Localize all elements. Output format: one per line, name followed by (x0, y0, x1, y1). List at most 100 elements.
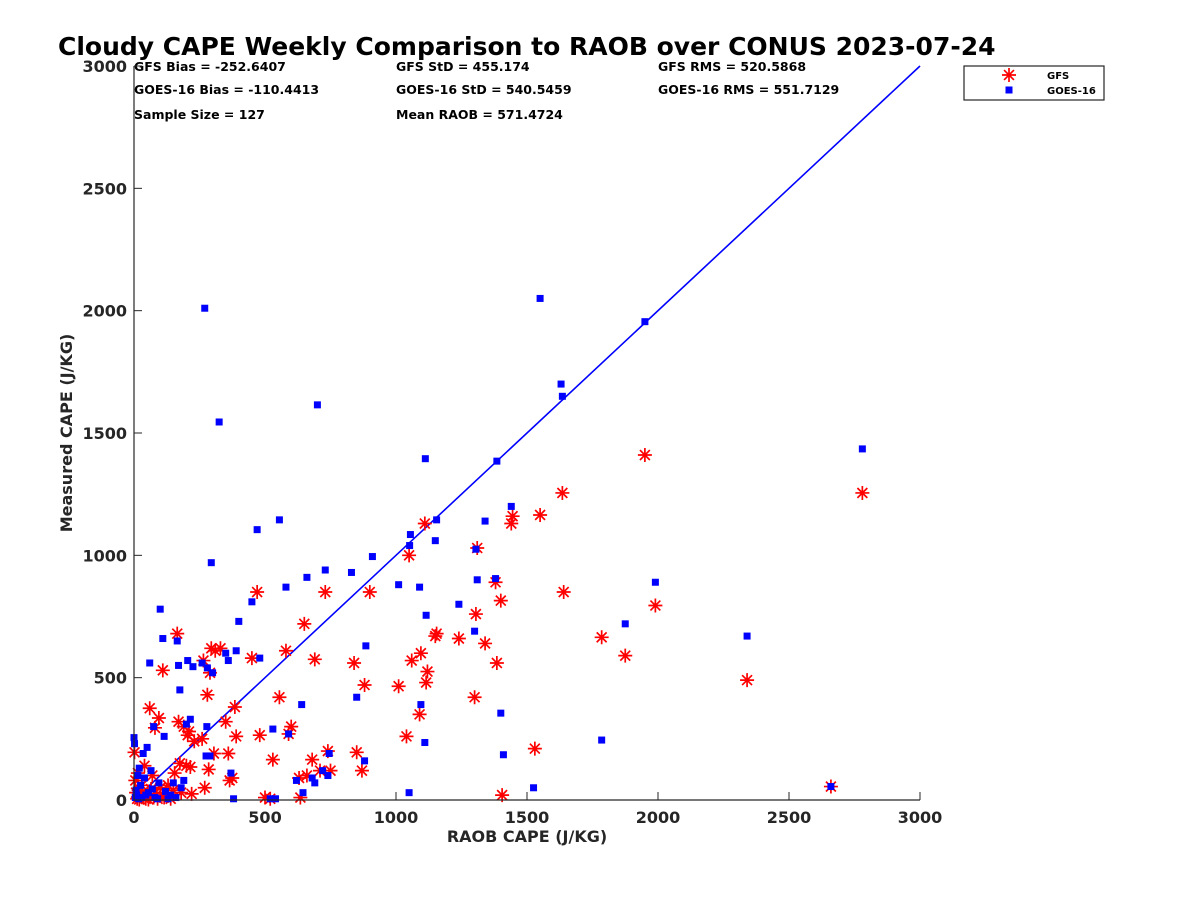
goes16-point (227, 769, 235, 777)
gfs-point (413, 646, 428, 661)
gfs-point (174, 785, 189, 800)
goes16-point (651, 578, 659, 586)
goes16-point (253, 526, 261, 534)
gfs-point (252, 728, 267, 743)
series-gfs (127, 448, 870, 807)
goes16-point (406, 542, 414, 550)
gfs-point (166, 783, 181, 798)
stat-text: GOES-16 RMS = 551.7129 (658, 82, 839, 97)
gfs-point (197, 780, 212, 795)
goes16-point (206, 752, 214, 760)
goes16-point (472, 545, 480, 553)
gfs-point (227, 700, 242, 715)
gfs-point (495, 788, 510, 803)
goes16-point (134, 772, 142, 780)
goes16-point (536, 294, 544, 302)
gfs-point (533, 507, 548, 522)
gfs-point (204, 641, 219, 656)
x-axis-label: RAOB CAPE (J/KG) (447, 827, 607, 846)
goes16-point (598, 736, 606, 744)
goes16-point (186, 715, 194, 723)
goes16-point (164, 795, 172, 803)
gfs-point (467, 690, 482, 705)
goes16-point (169, 779, 177, 787)
gfs-point (429, 626, 444, 641)
gfs-point (489, 655, 504, 670)
x-tick-label: 2000 (636, 808, 681, 827)
gfs-point (145, 768, 160, 783)
goes16-point (433, 516, 441, 524)
gfs-point (420, 664, 435, 679)
goes16-point (641, 318, 649, 326)
gfs-point (157, 790, 172, 805)
goes16-point (395, 581, 403, 589)
gfs-point (151, 711, 166, 726)
stat-text: GFS Bias = -252.6407 (134, 59, 286, 74)
goes16-point (203, 664, 211, 672)
goes16-point (298, 701, 306, 709)
gfs-point (265, 752, 280, 767)
reference-line (146, 65, 921, 789)
goes16-point (248, 598, 256, 606)
gfs-point (419, 675, 434, 690)
gfs-point (221, 746, 236, 761)
goes16-point (422, 611, 430, 619)
gfs-point (218, 714, 233, 729)
gfs-point (137, 758, 152, 773)
gfs-point (648, 598, 663, 613)
goes16-point (269, 725, 277, 733)
gfs-point (391, 679, 406, 694)
legend-goes16-marker (1005, 86, 1013, 94)
goes16-point (497, 709, 505, 717)
gfs-point (161, 778, 176, 793)
gfs-point (297, 616, 312, 631)
gfs-point (278, 643, 293, 658)
gfs-point (206, 746, 221, 761)
goes16-point (209, 669, 217, 677)
goes16-point (215, 418, 223, 426)
goes16-point (154, 795, 162, 803)
gfs-point (417, 516, 432, 531)
series-goes16 (130, 294, 866, 803)
goes16-point (471, 627, 479, 635)
goes16-point (138, 794, 146, 802)
y-tick-label: 0 (116, 791, 127, 810)
one-to-one-line (146, 65, 921, 789)
goes16-point (858, 445, 866, 453)
legend-gfs-label: GFS (1047, 71, 1069, 82)
goes16-point (308, 774, 316, 782)
gfs-point (357, 678, 372, 693)
goes16-point (530, 784, 538, 792)
gfs-point (399, 729, 414, 744)
goes16-point (150, 723, 158, 731)
goes16-point (285, 730, 293, 738)
legend-goes16-label: GOES-16 (1047, 86, 1096, 97)
goes16-point (235, 617, 243, 625)
goes16-point (159, 635, 167, 643)
y-tick-label: 3000 (82, 57, 127, 76)
gfs-point (402, 548, 417, 563)
gfs-point (493, 593, 508, 608)
goes16-point (137, 781, 145, 789)
y-tick-label: 1500 (82, 424, 127, 443)
gfs-point (200, 687, 215, 702)
x-tick-label: 2500 (767, 808, 812, 827)
goes16-point (160, 732, 168, 740)
y-axis-ticks: 0 500 1000 1500 2000 2500 3000 (82, 57, 142, 810)
goes16-point (421, 739, 429, 747)
goes16-point (189, 663, 197, 671)
goes16-point (303, 573, 311, 581)
gfs-point (468, 607, 483, 622)
legend: GFS GOES-16 (963, 65, 1105, 101)
gfs-point (299, 768, 314, 783)
goes16-point (507, 502, 515, 510)
goes16-point (319, 767, 327, 775)
gfs-point (594, 630, 609, 645)
goes16-point (133, 791, 141, 799)
goes16-point (177, 784, 185, 792)
x-tick-label: 500 (248, 808, 281, 827)
goes16-point (558, 392, 566, 400)
goes16-point (266, 795, 274, 803)
goes16-point (176, 686, 184, 694)
gfs-point (153, 780, 168, 795)
